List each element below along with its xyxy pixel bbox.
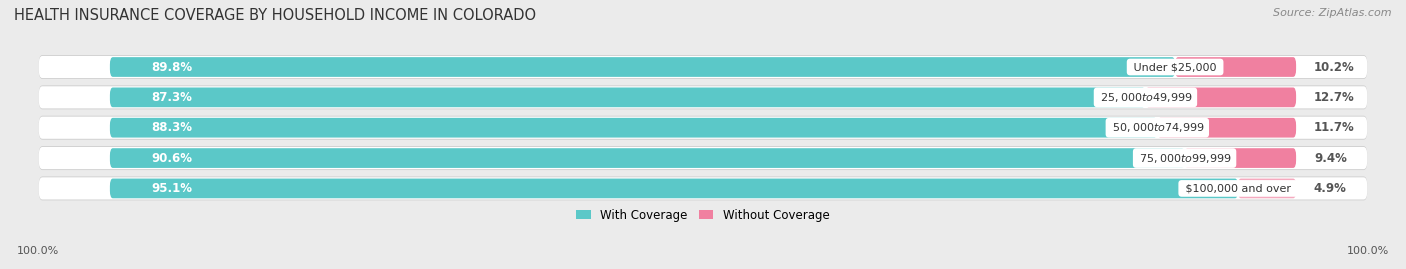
FancyBboxPatch shape <box>39 86 1367 108</box>
Text: 95.1%: 95.1% <box>152 182 193 195</box>
FancyBboxPatch shape <box>39 56 1367 78</box>
Text: 100.0%: 100.0% <box>1347 246 1389 256</box>
Text: 87.3%: 87.3% <box>152 91 193 104</box>
FancyBboxPatch shape <box>39 176 1367 200</box>
FancyBboxPatch shape <box>1146 87 1296 107</box>
Text: 100.0%: 100.0% <box>17 246 59 256</box>
Text: 90.6%: 90.6% <box>152 151 193 165</box>
Text: $25,000 to $49,999: $25,000 to $49,999 <box>1097 91 1194 104</box>
FancyBboxPatch shape <box>39 147 1367 169</box>
Text: 11.7%: 11.7% <box>1313 121 1354 134</box>
FancyBboxPatch shape <box>1237 179 1296 198</box>
Text: 88.3%: 88.3% <box>152 121 193 134</box>
FancyBboxPatch shape <box>110 148 1185 168</box>
Text: 9.4%: 9.4% <box>1313 151 1347 165</box>
Text: 10.2%: 10.2% <box>1313 61 1354 73</box>
Text: $50,000 to $74,999: $50,000 to $74,999 <box>1109 121 1206 134</box>
FancyBboxPatch shape <box>1175 57 1296 77</box>
Text: Under $25,000: Under $25,000 <box>1130 62 1220 72</box>
FancyBboxPatch shape <box>39 55 1367 79</box>
FancyBboxPatch shape <box>39 146 1367 170</box>
Text: HEALTH INSURANCE COVERAGE BY HOUSEHOLD INCOME IN COLORADO: HEALTH INSURANCE COVERAGE BY HOUSEHOLD I… <box>14 8 536 23</box>
Legend: With Coverage, Without Coverage: With Coverage, Without Coverage <box>576 208 830 222</box>
Text: 89.8%: 89.8% <box>152 61 193 73</box>
Text: $100,000 and over: $100,000 and over <box>1181 183 1295 193</box>
FancyBboxPatch shape <box>110 179 1237 198</box>
FancyBboxPatch shape <box>1185 148 1296 168</box>
Text: 4.9%: 4.9% <box>1313 182 1347 195</box>
FancyBboxPatch shape <box>39 85 1367 109</box>
FancyBboxPatch shape <box>39 116 1367 140</box>
FancyBboxPatch shape <box>1157 118 1296 137</box>
Text: Source: ZipAtlas.com: Source: ZipAtlas.com <box>1274 8 1392 18</box>
FancyBboxPatch shape <box>110 57 1175 77</box>
Text: $75,000 to $99,999: $75,000 to $99,999 <box>1136 151 1233 165</box>
FancyBboxPatch shape <box>39 177 1367 200</box>
Text: 12.7%: 12.7% <box>1313 91 1354 104</box>
FancyBboxPatch shape <box>110 118 1157 137</box>
FancyBboxPatch shape <box>39 117 1367 139</box>
FancyBboxPatch shape <box>110 87 1146 107</box>
